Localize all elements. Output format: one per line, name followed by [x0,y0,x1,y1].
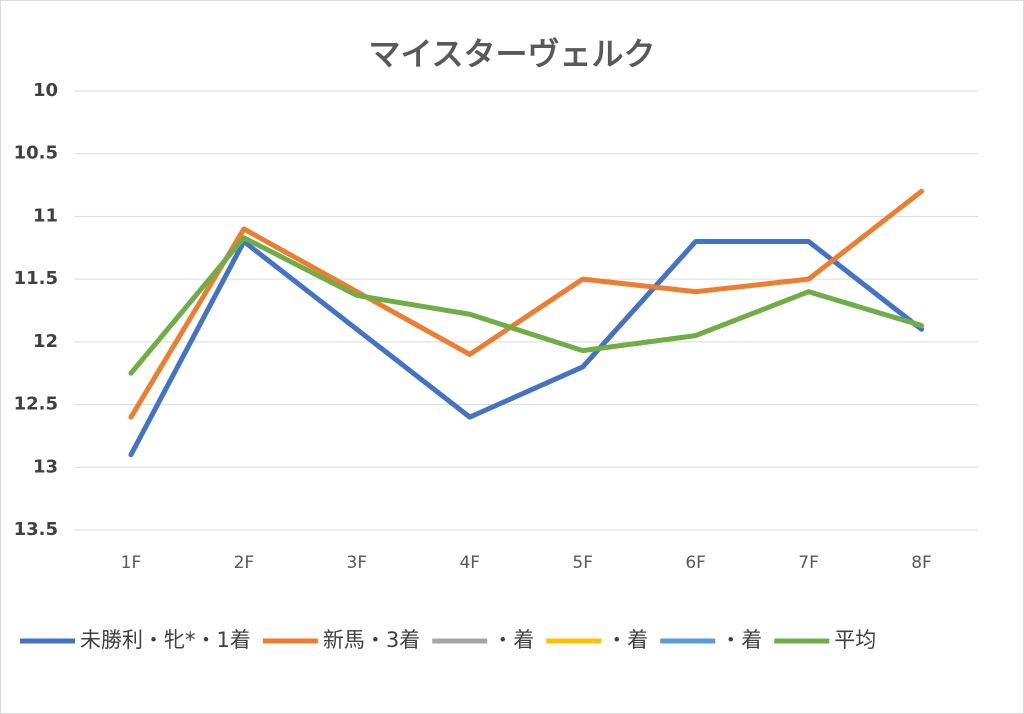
x-tick-label: 4F [459,553,480,573]
y-tick-label: 13.5 [14,519,58,540]
x-tick-label: 6F [685,553,706,573]
y-tick-label: 10 [33,80,58,101]
legend-label: 平均 [834,628,876,652]
y-tick-label: 10.5 [14,143,58,164]
x-tick-label: 1F [121,553,142,573]
legend-label: ・着 [606,628,648,652]
x-tick-label: 3F [347,553,368,573]
y-tick-label: 11.5 [14,268,58,289]
legend-label: ・着 [492,628,534,652]
x-tick-label: 8F [911,553,932,573]
x-tick-label: 2F [234,553,255,573]
chart-title: マイスターヴェルク [368,35,655,73]
y-tick-label: 13 [33,456,58,477]
y-tick-label: 11 [33,205,58,226]
legend-label: ・着 [720,628,762,652]
series-line [128,188,925,420]
y-tick-label: 12.5 [14,394,58,415]
legend-label: 新馬・3着 [323,628,420,652]
series-line [128,235,925,376]
legend-label: 未勝利・牝*・1着 [80,628,251,652]
x-tick-label: 5F [572,553,593,573]
y-tick-label: 12 [33,331,58,352]
series-line [128,239,925,458]
x-tick-label: 7F [798,553,819,573]
